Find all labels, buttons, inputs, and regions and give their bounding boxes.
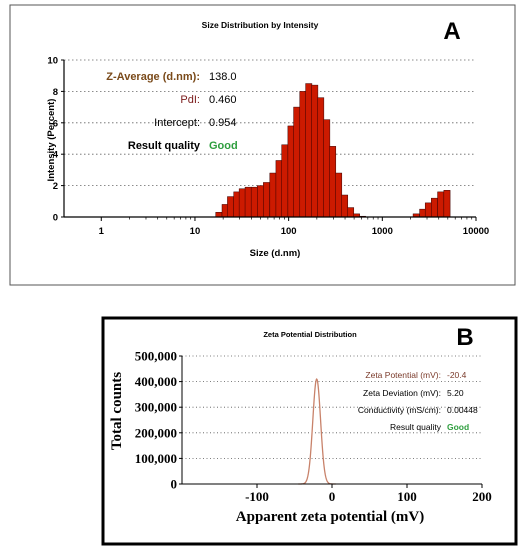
chart-b-y-tick-label: 0 [171, 477, 178, 492]
chart-a-bar [215, 212, 223, 218]
chart-b-plot: 0 100,000 200,000 300,000 400,000 500,000 -10… [135, 349, 492, 505]
chart-a-x-label: Size (d.nm) [250, 248, 301, 259]
chart-a-bar [275, 160, 283, 218]
chart-a-annotation-label: PdI: [180, 94, 200, 106]
chart-a-bar [431, 197, 438, 218]
chart-a-title: Size Distribution by Intensity [202, 20, 319, 30]
chart-a-annotation-label: Intercept: [154, 117, 200, 129]
chart-a-y-ticks: 0 2 4 6 8 10 [47, 56, 64, 224]
chart-a-annotation-label: Result quality [128, 140, 201, 152]
chart-b-annotations: Zeta Potential (mV): -20.4 Zeta Deviation … [358, 370, 478, 432]
chart-a-bar [443, 190, 451, 218]
chart-a-bar [287, 125, 295, 218]
chart-a-annotation-value: 0.954 [209, 117, 237, 129]
chart-b-x-tick-label: 0 [329, 489, 336, 504]
chart-b-y-tick-label: 500,000 [135, 349, 177, 364]
chart-a-bar [317, 97, 325, 218]
panel-a-letter: A [443, 18, 460, 45]
panel-b-letter: B [456, 324, 473, 351]
chart-a-bar [305, 83, 313, 218]
chart-b-y-tick-label: 200,000 [135, 425, 177, 440]
chart-a-y-tick-label: 6 [53, 118, 58, 129]
chart-a-y-tick-label: 0 [53, 213, 58, 224]
chart-b-annotation-value: Good [447, 422, 469, 432]
chart-b-x-tick-label: -100 [245, 489, 269, 504]
chart-a-y-tick-label: 4 [53, 150, 59, 161]
chart-a-x-tick-label: 1000 [372, 226, 393, 237]
chart-a-x-tick-label: 1 [99, 226, 105, 237]
chart-a-bar [281, 144, 289, 218]
chart-b-x-ticks: -100 0 100 200 [245, 484, 492, 504]
chart-a-bar [323, 119, 331, 218]
chart-a-bar [238, 188, 246, 218]
chart-a-grid [64, 59, 476, 187]
chart-a-bar [257, 185, 264, 218]
chart-a-x-tick-label: 10000 [463, 226, 489, 237]
chart-a-annotation-value: Good [209, 140, 238, 152]
chart-a-y-tick-label: 2 [53, 181, 58, 192]
chart-a-bar [437, 191, 445, 218]
chart-b-y-tick-label: 400,000 [135, 374, 177, 389]
chart-b-y-tick-label: 300,000 [135, 400, 177, 415]
chart-a-x-tick-label: 100 [281, 226, 297, 237]
chart-a-bar [347, 207, 355, 218]
chart-b-y-label: Total counts [109, 372, 125, 450]
chart-a-bar [244, 186, 252, 218]
chart-a-bar [341, 194, 349, 218]
chart-a-annotation-value: 0.460 [209, 94, 237, 106]
chart-a-bar [269, 172, 277, 218]
panel-a-frame [9, 4, 516, 286]
chart-b-x-tick-label: 200 [472, 489, 492, 504]
chart-a-bar [293, 106, 301, 218]
chart-a-y-label: Intensity (Percent) [46, 99, 57, 182]
chart-b-x-tick-label: 100 [397, 489, 417, 504]
chart-a-bar [311, 84, 319, 218]
chart-a-bar [250, 186, 258, 218]
chart-a-y-tick-label: 8 [53, 87, 58, 98]
chart-a-plot: 0 2 4 6 8 10 1 10 100 1000 10000 Z-Average (d.nm)… [47, 56, 489, 238]
chart-a-annotations: Z-Average (d.nm): 138.0 PdI: 0.460 Intercept… [106, 71, 237, 152]
chart-a-bar [419, 208, 427, 218]
chart-b-annotation-label: Conductivity (mS/cm): [358, 405, 441, 415]
panel-b-frame [101, 316, 518, 546]
chart-b-annotation-value: 0.00448 [447, 405, 478, 415]
chart-b-annotation-label: Zeta Deviation (mV): [363, 388, 441, 398]
chart-a-bar [227, 196, 234, 218]
chart-a-bars [215, 83, 451, 218]
chart-a-annotation-label: Z-Average (d.nm): [106, 71, 200, 83]
chart-b-annotation-label: Result quality [390, 422, 442, 432]
chart-b-annotation-label: Zeta Potential (mV): [365, 370, 441, 380]
chart-b-grid [182, 355, 482, 459]
chart-b-x-label: Apparent zeta potential (mV) [236, 509, 424, 525]
chart-a-annotation-value: 138.0 [209, 71, 237, 83]
chart-a-bar [329, 146, 337, 218]
chart-b-annotation-value: 5.20 [447, 388, 464, 398]
chart-a-bar [424, 202, 432, 218]
chart-a-bar [335, 172, 343, 218]
chart-a-bar [263, 182, 270, 218]
chart-b-y-ticks: 0 100,000 200,000 300,000 400,000 500,000 [135, 349, 182, 492]
chart-a-bar [299, 91, 307, 218]
chart-a-x-ticks: 1 10 100 1000 10000 [99, 217, 489, 237]
chart-b-y-tick-label: 100,000 [135, 451, 177, 466]
chart-a-x-tick-label: 10 [190, 226, 201, 237]
chart-b-annotation-value: -20.4 [447, 370, 467, 380]
chart-b-title: Zeta Potential Distribution [263, 330, 357, 339]
chart-a-y-tick-label: 10 [47, 56, 58, 67]
